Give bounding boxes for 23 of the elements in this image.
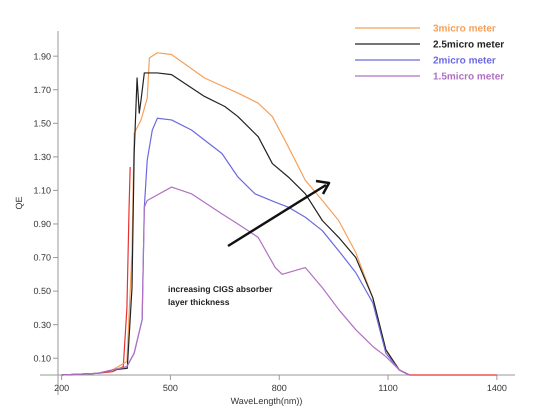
x-tick-label: 1400 <box>486 383 507 393</box>
x-tick-label: 500 <box>162 383 178 393</box>
y-tick-label: 0.30 <box>33 320 51 330</box>
annotation: increasing CIGS absorber layer thickness <box>168 284 274 307</box>
x-tick-label: 1100 <box>378 383 398 393</box>
text: 2.5micro meter <box>433 40 504 50</box>
y-tick-label: 0.10 <box>33 353 51 364</box>
x-tick-label: 800 <box>272 383 287 393</box>
text: 2micro meter <box>433 56 496 66</box>
y-tick-label: 1.50 <box>33 118 51 128</box>
y-tick-label: 1.70 <box>33 84 51 95</box>
y-axis-title: QE <box>14 196 24 210</box>
y-tick-label: 1.30 <box>33 152 51 162</box>
y-tick-label: 1.90 <box>33 51 51 62</box>
y-tick-label: 1.10 <box>33 186 51 196</box>
text: 1.5micro meter <box>433 72 504 82</box>
y-tick-label: 0.70 <box>33 252 51 263</box>
x-tick-label: 200 <box>54 383 70 393</box>
line-series <box>61 186 410 376</box>
x-axis-title: WaveLength(nm)) <box>230 396 302 406</box>
text: 3micro meter <box>433 24 496 34</box>
y-tick-label: 0.90 <box>33 219 51 230</box>
y-tick-label: 0.50 <box>33 286 51 296</box>
